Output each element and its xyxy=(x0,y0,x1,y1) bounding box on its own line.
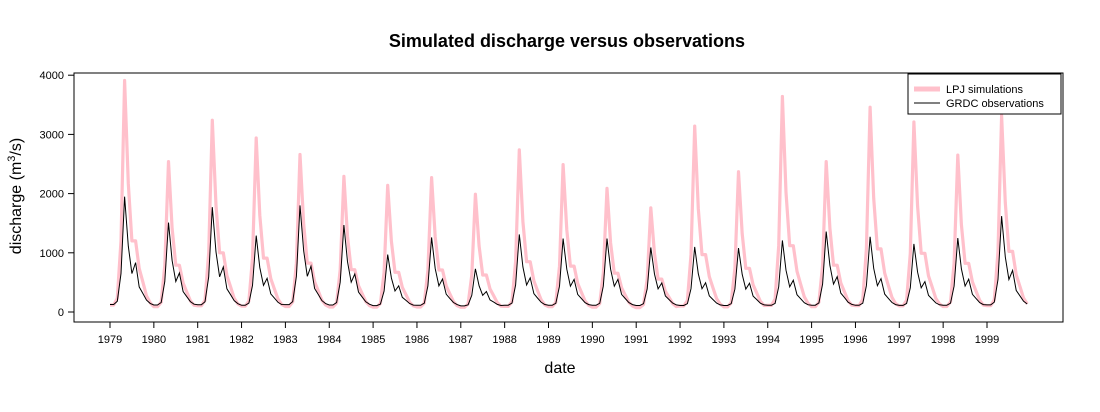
x-tick-label: 1996 xyxy=(843,334,867,346)
x-tick-label: 1992 xyxy=(668,334,692,346)
x-tick-label: 1998 xyxy=(931,334,955,346)
y-tick-label: 3000 xyxy=(40,129,64,141)
x-tick-label: 1994 xyxy=(756,334,780,346)
x-axis: 1979 1980 1981 1982 1983 1984 1985 1986 1987 1988… xyxy=(98,321,999,346)
x-axis-title: date xyxy=(544,360,575,377)
x-tick-label: 1986 xyxy=(405,334,429,346)
x-tick-label: 1985 xyxy=(361,334,385,346)
x-tick-label: 1988 xyxy=(492,334,516,346)
legend-box xyxy=(907,73,1062,115)
series-lpj-simulations xyxy=(110,78,1029,310)
x-tick-label: 1997 xyxy=(887,334,911,346)
legend-label-lpj: LPJ simulations xyxy=(946,84,1024,96)
legend-label-grdc: GRDC observations xyxy=(946,98,1044,110)
x-tick-label: 1999 xyxy=(975,334,999,346)
chart-title: Simulated discharge versus observations xyxy=(389,31,745,51)
y-tick-label: 2000 xyxy=(40,189,64,201)
series-grdc-observations xyxy=(110,196,1028,307)
y-tick-label: 0 xyxy=(58,307,64,319)
x-tick-label: 1993 xyxy=(712,334,736,346)
x-tick-label: 1983 xyxy=(273,334,297,346)
x-tick-label: 1979 xyxy=(98,334,122,346)
x-tick-label: 1984 xyxy=(317,334,341,346)
series-layer xyxy=(110,78,1029,310)
x-tick-label: 1990 xyxy=(580,334,604,346)
x-tick-label: 1980 xyxy=(142,334,166,346)
x-tick-label: 1987 xyxy=(449,334,473,346)
x-tick-label: 1991 xyxy=(624,334,648,346)
y-axis: 0 1000 2000 3000 4000 xyxy=(40,70,75,319)
legend: LPJ simulations GRDC observations xyxy=(907,73,1062,115)
y-tick-label: 1000 xyxy=(40,248,64,260)
x-tick-label: 1981 xyxy=(185,334,209,346)
y-tick-label: 4000 xyxy=(40,70,64,82)
x-tick-label: 1995 xyxy=(799,334,823,346)
x-tick-label: 1989 xyxy=(536,334,560,346)
x-tick-label: 1982 xyxy=(229,334,253,346)
y-axis-title: discharge (m3/s) xyxy=(6,138,25,254)
